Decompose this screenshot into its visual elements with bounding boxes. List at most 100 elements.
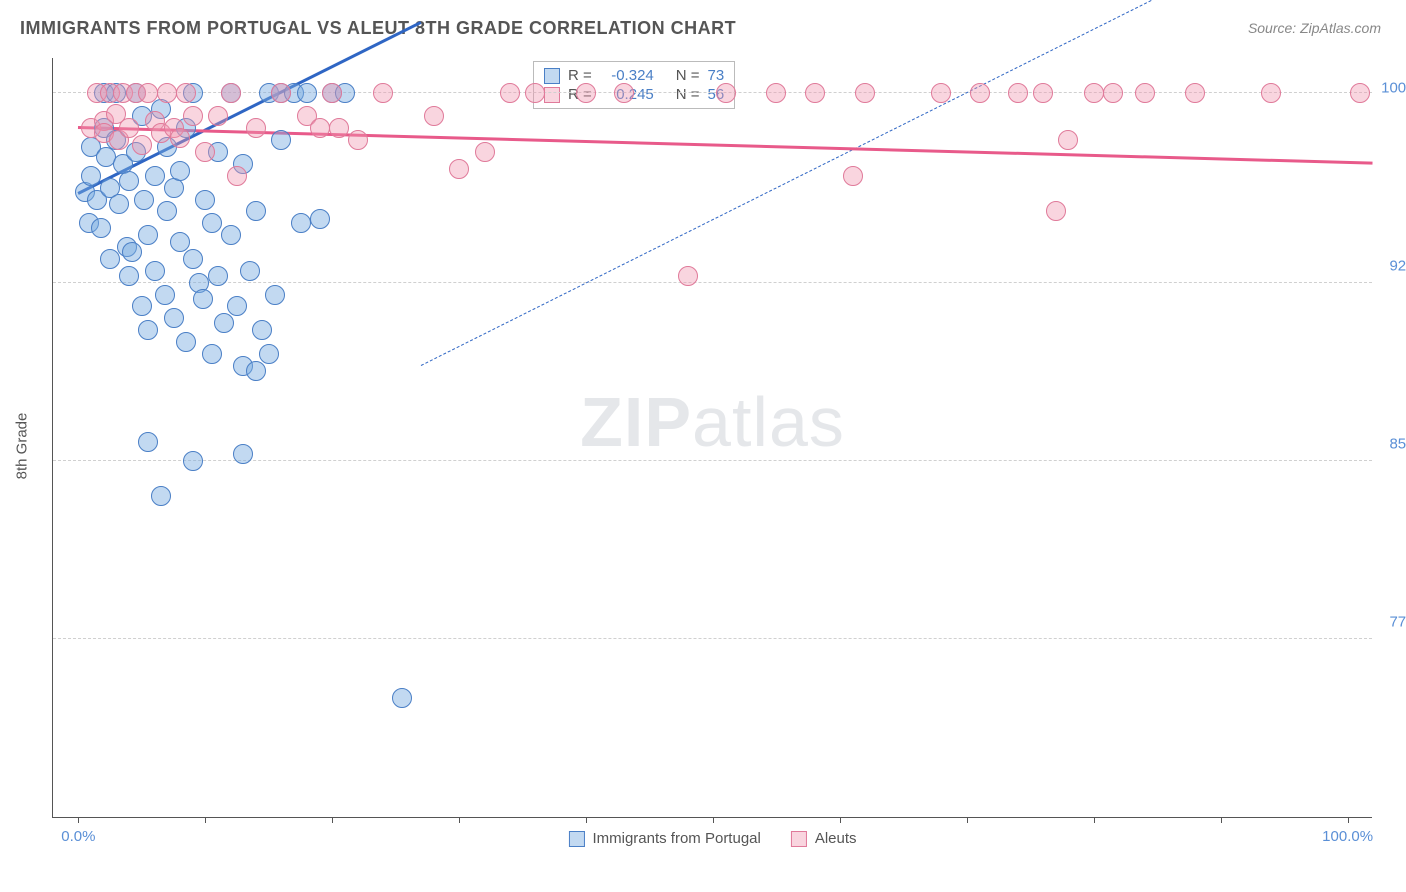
data-point-portugal xyxy=(227,296,247,316)
x-tick xyxy=(332,817,333,823)
legend-swatch xyxy=(568,831,584,847)
data-point-aleuts xyxy=(1046,201,1066,221)
stat-N-label: N = xyxy=(676,67,700,84)
data-point-portugal xyxy=(214,313,234,333)
x-tick xyxy=(967,817,968,823)
data-point-portugal xyxy=(183,249,203,269)
data-point-aleuts xyxy=(614,83,634,103)
data-point-portugal xyxy=(134,190,154,210)
data-point-aleuts xyxy=(348,130,368,150)
data-point-aleuts xyxy=(1084,83,1104,103)
data-point-portugal xyxy=(151,486,171,506)
data-point-portugal xyxy=(145,166,165,186)
data-point-portugal xyxy=(122,242,142,262)
data-point-portugal xyxy=(202,213,222,233)
y-axis-label: 8th Grade xyxy=(14,413,31,480)
data-point-portugal xyxy=(310,209,330,229)
data-point-aleuts xyxy=(1033,83,1053,103)
data-point-aleuts xyxy=(931,83,951,103)
data-point-portugal xyxy=(81,166,101,186)
data-point-aleuts xyxy=(766,83,786,103)
stat-R-value: -0.324 xyxy=(600,67,654,84)
legend-label: Aleuts xyxy=(815,830,857,847)
data-point-portugal xyxy=(193,289,213,309)
data-point-aleuts xyxy=(1185,83,1205,103)
x-tick xyxy=(459,817,460,823)
data-point-portugal xyxy=(252,320,272,340)
watermark-bold: ZIP xyxy=(580,383,692,461)
data-point-aleuts xyxy=(678,266,698,286)
stats-legend-row: R =0.245N =56 xyxy=(544,85,724,104)
data-point-portugal xyxy=(208,266,228,286)
data-point-aleuts xyxy=(373,83,393,103)
data-point-portugal xyxy=(246,201,266,221)
data-point-aleuts xyxy=(424,106,444,126)
data-point-aleuts xyxy=(183,106,203,126)
data-point-portugal xyxy=(119,266,139,286)
data-point-portugal xyxy=(271,130,291,150)
data-point-portugal xyxy=(246,361,266,381)
y-tick-label: 100.0% xyxy=(1381,79,1406,96)
data-point-aleuts xyxy=(1261,83,1281,103)
data-point-portugal xyxy=(265,285,285,305)
data-point-aleuts xyxy=(1135,83,1155,103)
gridline xyxy=(53,92,1372,93)
legend-swatch xyxy=(791,831,807,847)
data-point-aleuts xyxy=(716,83,736,103)
x-tick xyxy=(1221,817,1222,823)
x-tick-label: 100.0% xyxy=(1322,828,1373,845)
data-point-aleuts xyxy=(227,166,247,186)
x-tick xyxy=(1348,817,1349,823)
data-point-aleuts xyxy=(246,118,266,138)
scatter-plot-area: ZIPatlas R =-0.324N =73R =0.245N =56 Imm… xyxy=(52,58,1372,818)
stat-R-label: R = xyxy=(568,67,592,84)
data-point-portugal xyxy=(91,218,111,238)
legend-swatch xyxy=(544,87,560,103)
y-tick-label: 85.0% xyxy=(1389,435,1406,452)
data-point-aleuts xyxy=(329,118,349,138)
data-point-portugal xyxy=(291,213,311,233)
data-point-aleuts xyxy=(1103,83,1123,103)
gridline xyxy=(53,638,1372,639)
watermark-light: atlas xyxy=(692,383,845,461)
stat-N-label: N = xyxy=(676,86,700,103)
data-point-aleuts xyxy=(208,106,228,126)
x-tick xyxy=(713,817,714,823)
data-point-aleuts xyxy=(1058,130,1078,150)
data-point-aleuts xyxy=(271,83,291,103)
data-point-aleuts xyxy=(310,118,330,138)
data-point-aleuts xyxy=(132,135,152,155)
series-legend: Immigrants from PortugalAleuts xyxy=(568,830,856,847)
source-prefix: Source: xyxy=(1248,20,1300,36)
data-point-portugal xyxy=(240,261,260,281)
data-point-portugal xyxy=(164,308,184,328)
x-tick xyxy=(586,817,587,823)
data-point-aleuts xyxy=(475,142,495,162)
data-point-aleuts xyxy=(576,83,596,103)
data-point-portugal xyxy=(233,444,253,464)
data-point-portugal xyxy=(138,432,158,452)
data-point-aleuts xyxy=(195,142,215,162)
source-attribution: Source: ZipAtlas.com xyxy=(1248,20,1381,36)
legend-item: Aleuts xyxy=(791,830,857,847)
data-point-portugal xyxy=(138,320,158,340)
data-point-portugal xyxy=(170,161,190,181)
data-point-portugal xyxy=(155,285,175,305)
data-point-aleuts xyxy=(176,83,196,103)
data-point-portugal xyxy=(157,201,177,221)
data-point-portugal xyxy=(195,190,215,210)
chart-title: IMMIGRANTS FROM PORTUGAL VS ALEUT 8TH GR… xyxy=(20,18,736,39)
data-point-aleuts xyxy=(525,83,545,103)
data-point-portugal xyxy=(297,83,317,103)
data-point-aleuts xyxy=(449,159,469,179)
stats-legend-row: R = -0.324 N = 73 xyxy=(544,66,724,85)
stats-legend: R = -0.324 N = 73R =0.245N =56 xyxy=(533,61,735,109)
x-tick xyxy=(78,817,79,823)
data-point-aleuts xyxy=(1008,83,1028,103)
data-point-portugal xyxy=(138,225,158,245)
data-point-aleuts xyxy=(170,128,190,148)
data-point-portugal xyxy=(221,225,241,245)
data-point-portugal xyxy=(202,344,222,364)
x-tick xyxy=(1094,817,1095,823)
stat-N-value: 73 xyxy=(708,67,725,84)
